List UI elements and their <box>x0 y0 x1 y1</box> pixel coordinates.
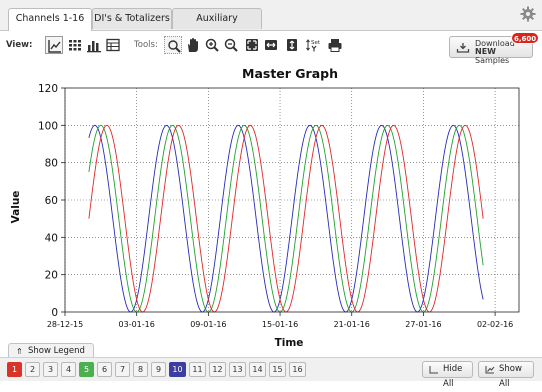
view-label: View: <box>6 40 33 50</box>
x-tick-label: 27-01-16 <box>405 320 441 329</box>
tab-channels-1-16[interactable]: Channels 1-16 <box>8 8 92 31</box>
bar-chart-icon[interactable] <box>85 36 103 54</box>
y-tick-label: 80 <box>45 158 58 170</box>
y-tick-label: 100 <box>38 120 58 132</box>
channel-9-button[interactable]: 9 <box>151 362 166 377</box>
tab-label: DI's & Totalizers <box>94 13 170 24</box>
chart-series <box>88 124 484 313</box>
channel-15-button[interactable]: 15 <box>269 362 286 377</box>
x-tick-label: 03-01-16 <box>119 320 155 329</box>
chevron-up-icon: ⇑ <box>16 347 23 356</box>
channel-3-button[interactable]: 3 <box>43 362 58 377</box>
show-all-button[interactable]: Show All <box>478 361 534 389</box>
channel-4-button[interactable]: 4 <box>61 362 76 377</box>
download-icon <box>456 43 470 53</box>
toolbar: View: Tools: Set Download NEW Sample <box>0 31 542 65</box>
channel-7-button[interactable]: 7 <box>115 362 130 377</box>
download-label: Download <box>475 39 515 48</box>
x-tick-label: 28-12-15 <box>47 320 83 329</box>
channel-1-button[interactable]: 1 <box>7 362 22 377</box>
y-tick-label: 120 <box>38 83 58 95</box>
zoom-in-icon[interactable] <box>203 36 221 54</box>
hide-all-button[interactable]: Hide All <box>422 361 473 389</box>
line-chart-icon[interactable] <box>45 36 63 54</box>
tab-auxiliary-channels[interactable]: Auxiliary Channels <box>172 8 262 44</box>
show-legend-button[interactable]: ⇑ Show Legend <box>8 343 94 358</box>
y-tick-label: 60 <box>45 195 58 207</box>
tab-dis-totalizers[interactable]: DI's & Totalizers <box>92 8 172 29</box>
channel-bar: 1 2 3 4 5 6 7 8 9 10 11 12 13 14 15 16 Hide All Show Al… <box>0 357 542 389</box>
series-line-1 <box>88 124 484 313</box>
series-line-2 <box>88 124 484 313</box>
chart-title: Master Graph <box>242 66 338 81</box>
chart-ticks: 0 20 40 60 80 100 120 28-12-15 03-01-16 09-01-16 1… <box>38 83 513 329</box>
show-all-icon <box>485 366 495 374</box>
zoom-horizontal-icon[interactable] <box>262 36 280 54</box>
new-samples-badge: 6,600 <box>511 32 540 44</box>
channel-5-button[interactable]: 5 <box>79 362 94 377</box>
tab-label: Channels 1-16 <box>15 13 85 24</box>
show-legend-label: Show Legend <box>28 346 85 356</box>
gear-icon[interactable] <box>520 6 536 22</box>
zoom-vertical-icon[interactable] <box>283 36 301 54</box>
hide-all-icon <box>429 366 438 374</box>
y-axis-label: Value <box>10 191 22 224</box>
zoom-out-icon[interactable] <box>222 36 240 54</box>
x-tick-label: 09-01-16 <box>190 320 226 329</box>
tab-bar: Channels 1-16 DI's & Totalizers Auxiliar… <box>0 0 542 44</box>
channel-11-button[interactable]: 11 <box>189 362 206 377</box>
channel-12-button[interactable]: 12 <box>209 362 226 377</box>
print-icon[interactable] <box>326 36 344 54</box>
channel-2-button[interactable]: 2 <box>25 362 40 377</box>
show-all-label: Show All <box>499 364 522 389</box>
master-graph[interactable]: Master Graph Value Time 0 20 40 60 80 100 120 2… <box>0 60 542 357</box>
grid-icon[interactable] <box>66 36 84 54</box>
set-y-icon[interactable]: Set <box>304 36 322 54</box>
set-label: Set <box>311 40 321 46</box>
channel-6-button[interactable]: 6 <box>97 362 112 377</box>
pan-hand-icon[interactable] <box>184 36 202 54</box>
series-line-3 <box>88 124 484 313</box>
y-tick-label: 40 <box>45 232 58 244</box>
zoom-box-icon[interactable] <box>164 36 182 54</box>
hide-all-label: Hide All <box>443 364 463 389</box>
channel-16-button[interactable]: 16 <box>289 362 306 377</box>
y-tick-label: 20 <box>45 270 58 282</box>
x-tick-label: 15-01-16 <box>262 320 298 329</box>
x-axis-label: Time <box>275 337 304 349</box>
zoom-fit-icon[interactable] <box>243 36 261 54</box>
channel-8-button[interactable]: 8 <box>133 362 148 377</box>
x-tick-label: 02-02-16 <box>477 320 513 329</box>
channel-10-button[interactable]: 10 <box>169 362 186 377</box>
table-icon[interactable] <box>104 36 122 54</box>
chart-svg[interactable]: Master Graph Value Time 0 20 40 60 80 100 120 2… <box>0 60 542 357</box>
channel-13-button[interactable]: 13 <box>229 362 246 377</box>
tools-label: Tools: <box>134 40 158 50</box>
channel-14-button[interactable]: 14 <box>249 362 266 377</box>
download-sub-label: NEW Samples <box>475 47 510 65</box>
y-tick-label: 0 <box>51 307 58 319</box>
x-tick-label: 21-01-16 <box>334 320 370 329</box>
